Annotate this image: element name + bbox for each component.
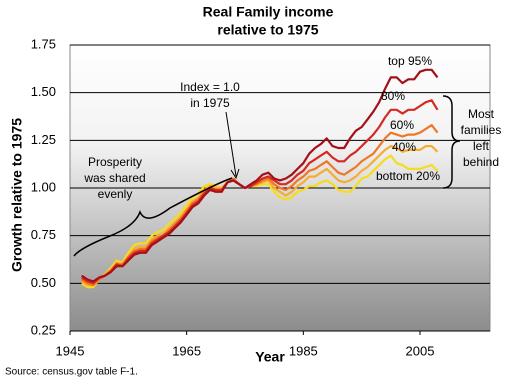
x-tick-label: 1965: [172, 343, 201, 358]
y-tick-label: 0.25: [31, 322, 56, 337]
x-axis-title: Year: [255, 349, 285, 365]
series-label: bottom 20%: [376, 169, 440, 183]
brace: [73, 177, 233, 257]
y-tick-label: 1.75: [31, 36, 56, 51]
annotation: Most: [468, 107, 495, 121]
annotation: behind: [463, 155, 499, 169]
y-tick-label: 0.50: [31, 275, 56, 290]
series-label: top 95%: [388, 54, 432, 68]
annotation: was shared: [83, 171, 145, 185]
y-axis-title: Growth relative to 1975: [9, 118, 25, 272]
series-line: [81, 154, 439, 289]
y-tick-label: 1.25: [31, 132, 56, 147]
series-line: [81, 68, 439, 283]
arrowhead: [230, 168, 240, 180]
annotation: families: [461, 123, 502, 137]
brace: [442, 95, 461, 189]
y-tick-label: 1.00: [31, 179, 56, 194]
series-label: 80%: [381, 89, 405, 103]
annotation: Index = 1.0: [180, 80, 240, 94]
chart-title: relative to 1975: [217, 22, 318, 38]
x-tick-label: 1985: [289, 343, 318, 358]
arrow: [225, 111, 237, 177]
source: Source: census.gov table F-1.: [5, 367, 138, 378]
y-tick-label: 1.50: [31, 84, 56, 99]
annotation: Prosperity: [88, 155, 142, 169]
x-tick-label: 1945: [56, 343, 85, 358]
annotations: Index = 1.0 in 1975 Prosperity was share…: [73, 80, 502, 257]
series-label: 60%: [390, 118, 414, 132]
annotation: in 1975: [190, 96, 230, 110]
y-tick-label: 0.75: [31, 227, 56, 242]
series-line: [81, 124, 439, 287]
chart-title: Real Family income: [203, 4, 334, 20]
series-line: [81, 99, 439, 285]
annotation: evenly: [98, 187, 133, 201]
x-tick-label: 2005: [406, 343, 435, 358]
annotation: left: [473, 139, 490, 153]
series-label: 40%: [392, 140, 416, 154]
